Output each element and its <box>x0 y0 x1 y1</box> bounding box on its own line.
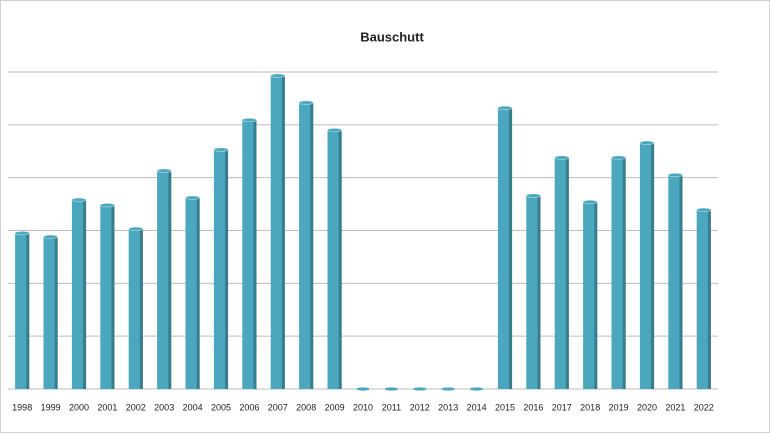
x-tick-label: 2003 <box>154 402 174 412</box>
bar <box>526 193 541 389</box>
x-tick-label: 2021 <box>665 402 685 412</box>
x-tick-label: 2000 <box>69 402 89 412</box>
chart-title: Bauschutt <box>360 29 424 44</box>
x-tick-label: 1999 <box>41 402 61 412</box>
bar <box>298 100 314 389</box>
x-tick-label: 1998 <box>12 402 32 412</box>
x-tick-label: 2014 <box>467 402 487 412</box>
bar <box>156 168 172 389</box>
x-tick-label: 2015 <box>495 402 515 412</box>
bar <box>383 386 399 392</box>
x-tick-label: 2013 <box>438 402 458 412</box>
x-tick-label: 2005 <box>211 402 231 412</box>
x-tick-label: 2009 <box>325 402 345 412</box>
x-tick-label: 2018 <box>580 402 600 412</box>
x-tick-label: 2022 <box>694 402 714 412</box>
x-tick-label: 2007 <box>268 402 288 412</box>
x-tick-label: 2020 <box>637 402 657 412</box>
bar <box>327 128 342 389</box>
bar <box>611 155 626 389</box>
bar <box>241 117 257 389</box>
x-tick-label: 2004 <box>183 402 203 412</box>
bar <box>100 203 115 389</box>
x-tick-label: 2001 <box>97 402 117 412</box>
bar <box>639 140 655 389</box>
x-tick-label: 2011 <box>382 402 401 412</box>
bar <box>71 197 87 389</box>
x-tick-label: 2017 <box>552 402 572 412</box>
bar <box>469 386 484 392</box>
bar <box>440 386 456 392</box>
bar <box>270 73 286 389</box>
bar <box>185 195 200 389</box>
bar <box>412 386 428 392</box>
bar <box>668 172 683 389</box>
x-tick-label: 2002 <box>126 402 146 412</box>
x-tick-label: 2019 <box>609 402 629 412</box>
x-tick-label: 2008 <box>296 402 316 412</box>
bar <box>43 234 58 389</box>
x-tick-label: 2010 <box>353 402 373 412</box>
bar <box>582 199 598 389</box>
bar <box>355 386 371 392</box>
bar <box>554 155 570 389</box>
bar <box>128 226 144 389</box>
bar <box>213 147 229 389</box>
bar <box>497 105 513 389</box>
x-tick-label: 2016 <box>523 402 543 412</box>
bar <box>696 207 712 389</box>
bar <box>14 231 30 389</box>
x-tick-label: 2012 <box>410 402 430 412</box>
x-tick-label: 2006 <box>239 402 259 412</box>
